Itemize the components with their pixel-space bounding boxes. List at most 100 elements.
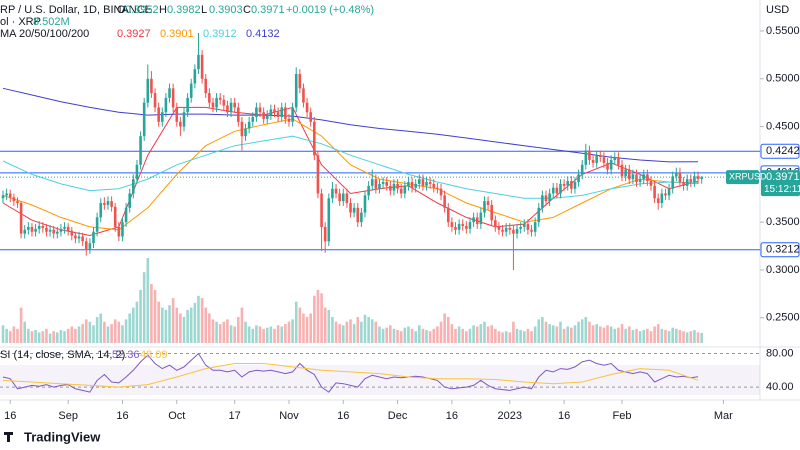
- ohlc-letter: O: [117, 4, 126, 16]
- volume-bar: [106, 326, 110, 343]
- candle-body: [255, 107, 258, 118]
- volume-bar: [385, 327, 389, 343]
- volume-bar: [74, 328, 77, 343]
- volume-bar: [142, 272, 146, 343]
- candle-body: [153, 93, 157, 108]
- volume-bar: [331, 317, 334, 343]
- brand-logo: [4, 432, 13, 442]
- candle-body: [566, 181, 570, 186]
- candle-body: [646, 174, 649, 182]
- candle-body: [16, 201, 19, 204]
- candle-body: [12, 197, 16, 202]
- candle-body: [19, 203, 23, 234]
- candle-body: [247, 121, 251, 129]
- candle-body: [573, 182, 577, 189]
- volume-bar: [519, 330, 522, 343]
- candle-body: [273, 109, 276, 113]
- candle-body: [432, 183, 436, 188]
- candle-body: [211, 102, 215, 108]
- volume-bar: [240, 307, 244, 343]
- volume-bar: [52, 331, 55, 343]
- candle-body: [269, 109, 273, 116]
- volume-title: ol · XRP: [0, 16, 41, 28]
- volume-bar: [349, 319, 352, 343]
- volume-bar: [204, 307, 208, 343]
- volume-bar: [504, 331, 508, 343]
- volume-bar: [345, 321, 349, 343]
- candle-body: [276, 112, 280, 118]
- candle-body: [418, 179, 421, 184]
- candle-body: [262, 112, 265, 119]
- brand: TradingView: [24, 429, 101, 444]
- candle-body: [664, 193, 667, 196]
- candle-body: [113, 206, 117, 227]
- volume-bar: [313, 295, 316, 343]
- volume-bar: [37, 332, 41, 343]
- level-label: 0.3212: [766, 244, 800, 256]
- volume-bar: [121, 325, 124, 343]
- candle-body: [157, 107, 160, 122]
- volume-bar: [157, 301, 160, 343]
- volume-bar: [602, 327, 606, 343]
- x-tick-label: 16: [446, 410, 458, 422]
- volume-bar: [675, 328, 678, 343]
- volume-bar: [475, 326, 479, 343]
- volume-bar: [671, 327, 674, 343]
- volume-bar: [403, 327, 407, 343]
- volume-bar: [182, 317, 186, 343]
- volume-bar: [19, 307, 23, 343]
- volume-bar: [461, 328, 465, 343]
- candle-body: [483, 201, 486, 213]
- volume-bar: [685, 332, 689, 343]
- ma-line: [2, 135, 699, 199]
- volume-bar: [222, 321, 226, 343]
- volume-bar: [81, 324, 84, 343]
- candle-body: [215, 97, 218, 108]
- volume-bar: [577, 321, 580, 343]
- volume-bar: [501, 332, 504, 343]
- candle-body: [682, 182, 685, 186]
- volume-bar: [494, 328, 497, 343]
- volume-bar: [649, 331, 653, 343]
- volume-bar: [56, 332, 59, 343]
- rsi-tick-label: 40.00: [766, 381, 794, 393]
- volume-bar: [229, 325, 233, 343]
- volume-bar: [653, 326, 656, 343]
- candle-body: [392, 183, 396, 191]
- candle-body: [497, 226, 501, 230]
- volume-bar: [660, 328, 664, 343]
- ma-value: 0.3901: [160, 28, 194, 40]
- volume-bar: [559, 321, 562, 343]
- candle-body: [27, 226, 30, 230]
- x-tick-label: 16: [116, 410, 128, 422]
- candle-body: [425, 182, 428, 186]
- volume-bar: [103, 321, 106, 343]
- candle-body: [389, 185, 392, 191]
- rsi-value: 52.36: [112, 349, 140, 361]
- volume-bar: [327, 309, 331, 343]
- ma-value: 0.3927: [117, 28, 151, 40]
- candle-body: [562, 183, 566, 186]
- volume-bar: [323, 307, 327, 343]
- volume-bar: [305, 317, 309, 343]
- volume-bar: [255, 325, 258, 343]
- candle-body: [555, 187, 559, 194]
- rsi-title: SI (14, close, SMA, 14, 2): [0, 349, 125, 361]
- ma-line: [2, 87, 699, 163]
- volume-bar: [226, 319, 229, 343]
- x-tick-label: Sep: [58, 410, 78, 422]
- volume-bar: [530, 331, 533, 343]
- candle-body: [620, 164, 624, 177]
- candle-body: [23, 229, 27, 234]
- candle-body: [501, 229, 504, 232]
- ohlc-letter: H: [159, 4, 167, 16]
- candle-body: [700, 177, 703, 179]
- volume-bar: [664, 330, 667, 343]
- volume-bar: [8, 331, 12, 343]
- candle-body: [627, 169, 631, 180]
- volume-bar: [389, 325, 392, 343]
- volume-bar: [472, 325, 475, 343]
- candle-body: [139, 136, 142, 165]
- candle-body: [334, 188, 338, 194]
- candle-body: [548, 193, 551, 202]
